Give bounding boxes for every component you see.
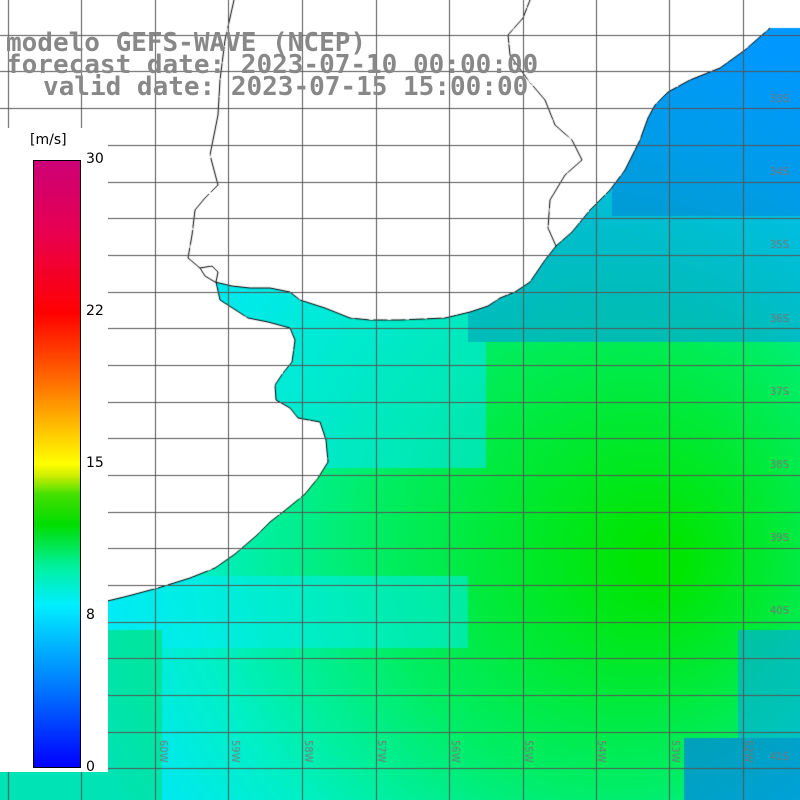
colorbar-tick-30: 30 bbox=[86, 151, 104, 167]
colorbar-tick-8: 8 bbox=[86, 607, 95, 623]
colorbar-tick-15: 15 bbox=[86, 455, 104, 471]
colorbar-tick-22: 22 bbox=[86, 303, 104, 319]
title-valid-date: valid date: 2023-07-15 15:00:00 bbox=[43, 72, 529, 102]
colorbar-tick-0: 0 bbox=[86, 759, 95, 775]
title-forecast-date: forecast date: 2023-07-10 00:00:00 bbox=[6, 50, 539, 80]
colorbar-unit: [m/s] bbox=[30, 132, 67, 148]
colorbar bbox=[33, 160, 81, 768]
title-model: modelo GEFS-WAVE (NCEP) bbox=[6, 28, 367, 58]
